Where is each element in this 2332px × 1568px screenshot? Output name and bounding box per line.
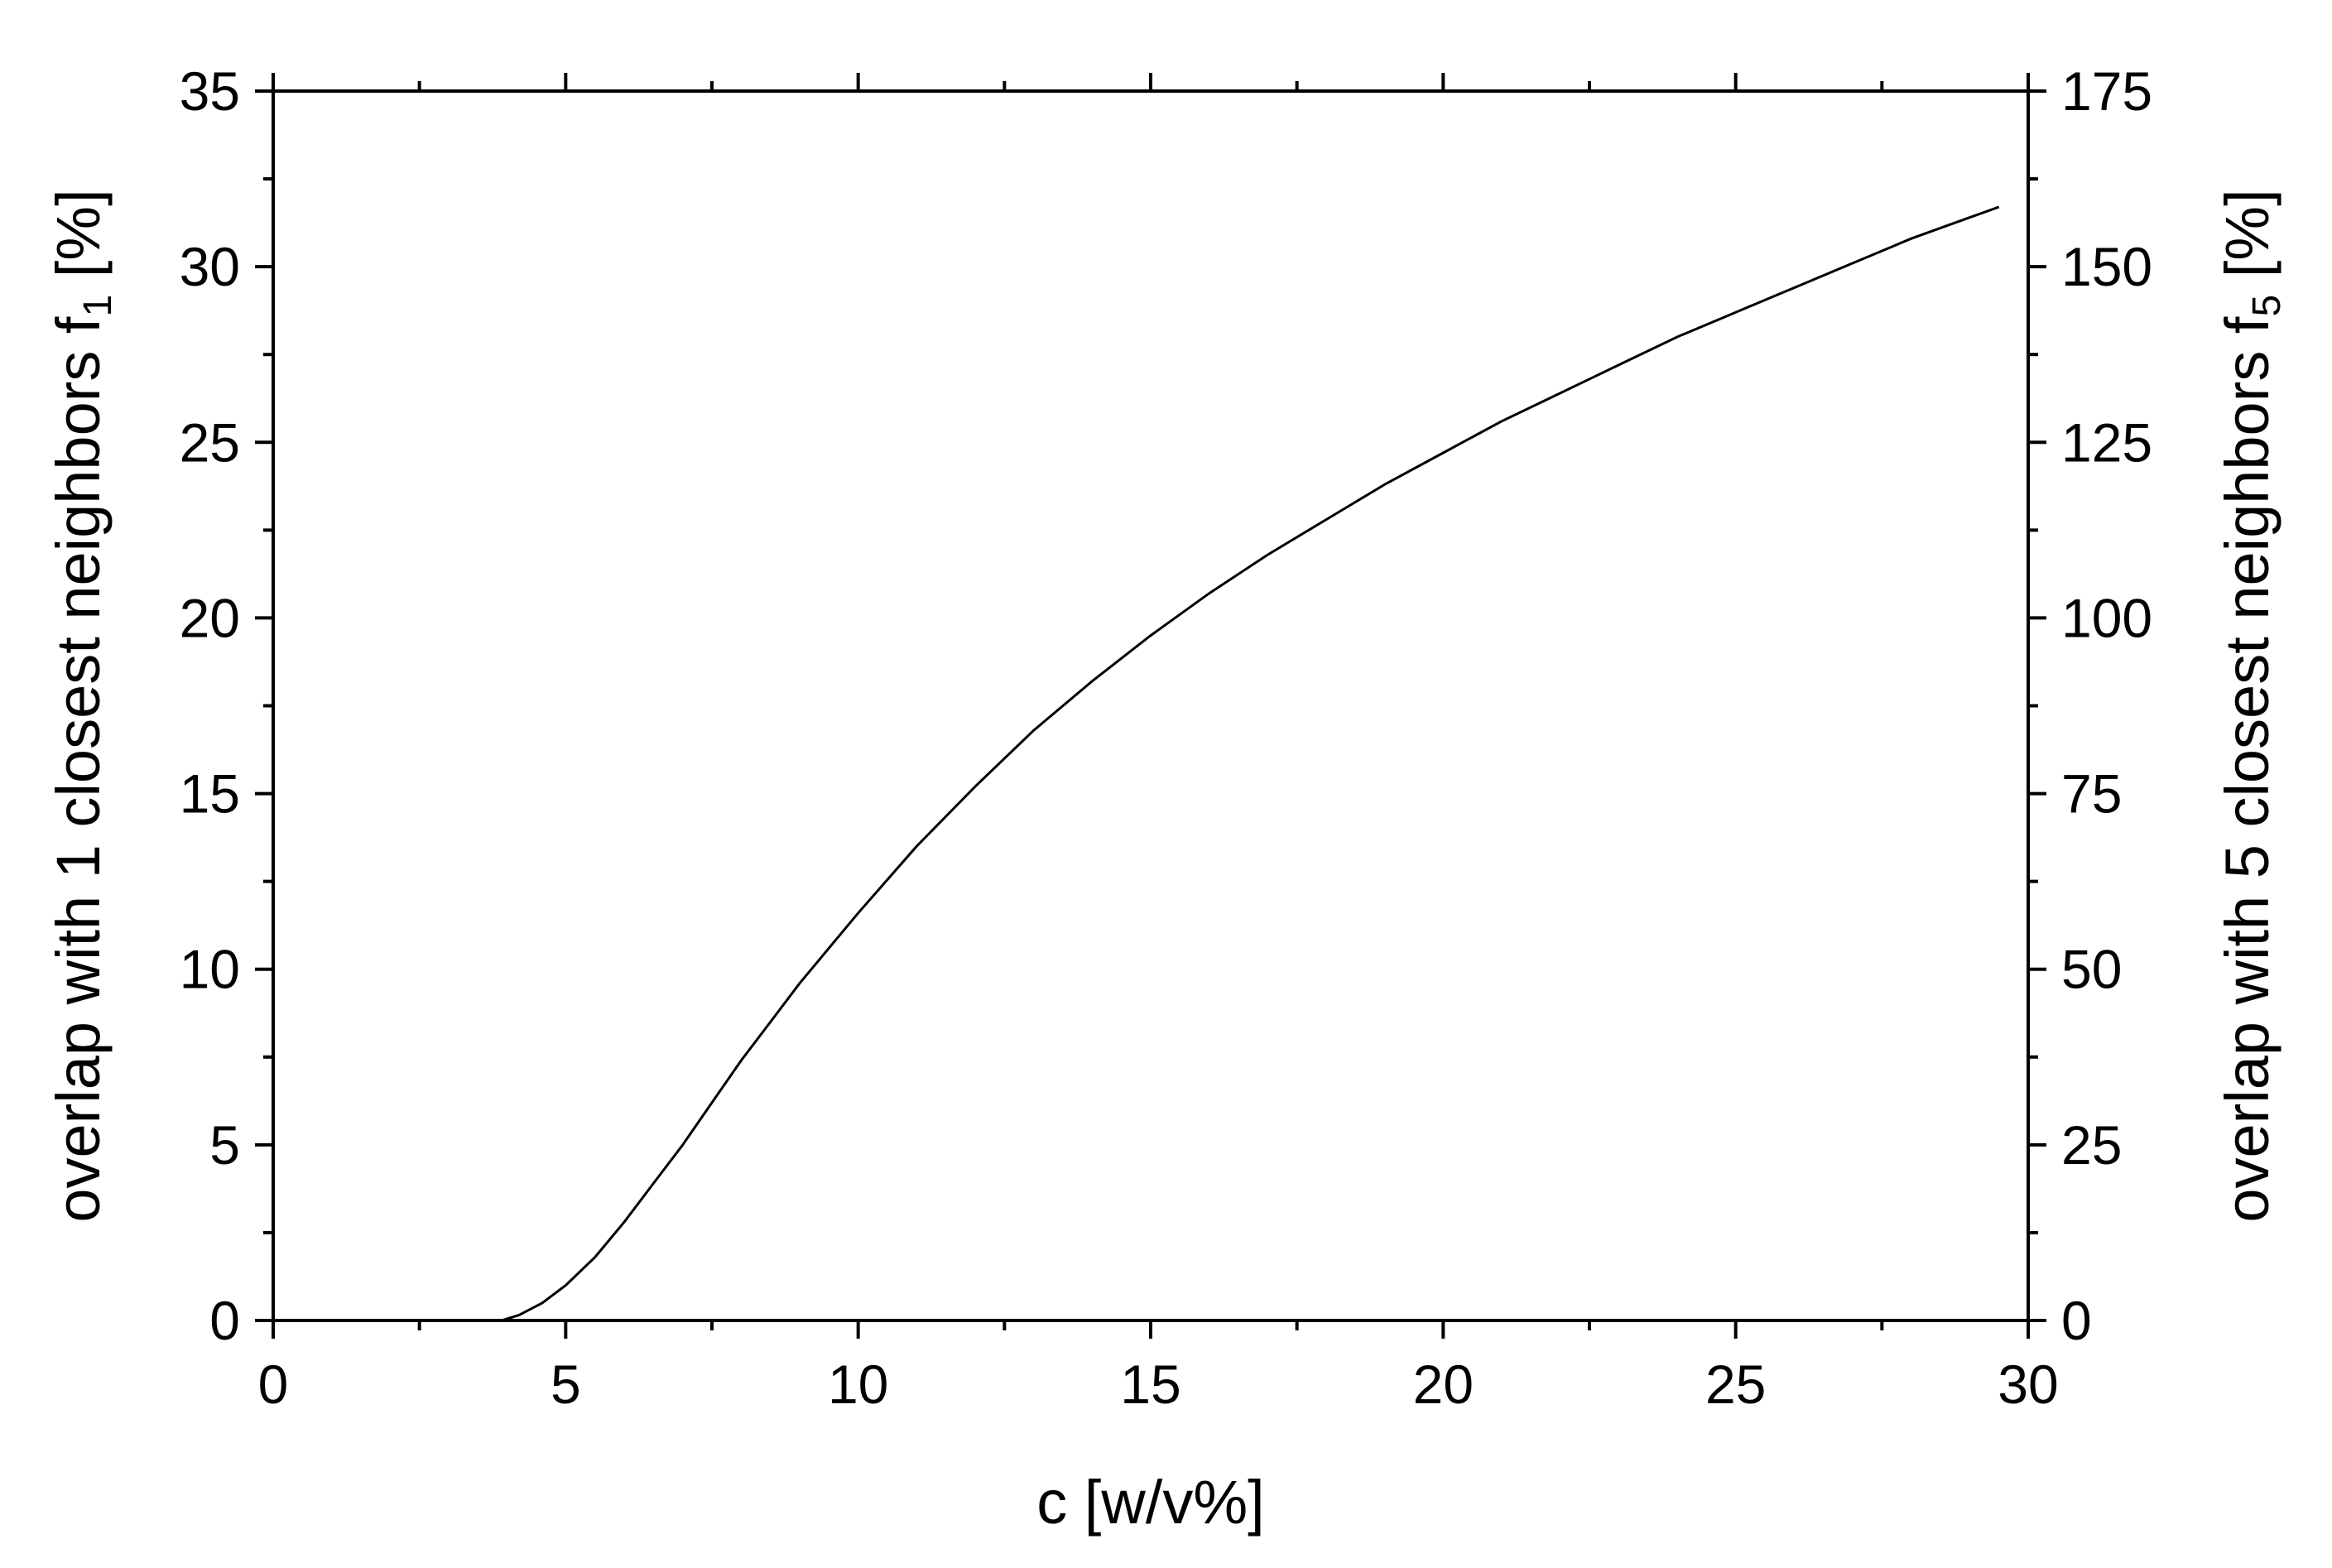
x-tick-label: 30 [1998, 1354, 2058, 1415]
y-tick-label: 5 [209, 1114, 240, 1176]
y2-tick-label: 25 [2061, 1114, 2122, 1176]
y-tick-label: 30 [180, 236, 240, 297]
y2-axis-title: overlap with 5 closest neighbors f5 [%] [2213, 189, 2289, 1222]
x-axis-title: c [w/v%] [1036, 1468, 1264, 1537]
x-tick-label: 20 [1413, 1354, 1474, 1415]
y2-axis-title-main: overlap with 5 closest neighbors f [2213, 316, 2282, 1223]
y-tick-label: 25 [180, 411, 240, 473]
y-tick-label: 35 [180, 60, 240, 122]
plot-frame [272, 89, 2030, 1322]
ticks-layer [255, 73, 2046, 1339]
y-tick-label: 0 [209, 1290, 240, 1351]
y-axis-title: overlap with 1 closest neighbors f1 [%] [44, 189, 120, 1222]
y2-tick-label: 0 [2061, 1290, 2092, 1351]
y2-tick-label: 50 [2061, 939, 2122, 1000]
series-line [273, 205, 2000, 1322]
x-tick-label: 15 [1120, 1354, 1180, 1415]
y2-tick-label: 175 [2061, 60, 2152, 122]
labels-layer: 0 5 10 15 20 25 300510152025303502550751001251… [180, 60, 2153, 1415]
x-tick-label: 5 [551, 1354, 581, 1415]
x-tick-label: 0 [258, 1354, 289, 1415]
y2-tick-label: 100 [2061, 587, 2152, 648]
y-axis-title-unit: [%] [44, 189, 113, 294]
x-tick-label: 10 [828, 1354, 888, 1415]
y-axis-title-main: overlap with 1 closest neighbors f [44, 316, 113, 1223]
y-axis-title-subscript: 1 [76, 295, 120, 317]
y-tick-label: 15 [180, 763, 240, 825]
y2-axis-title-unit: [%] [2213, 189, 2282, 294]
y2-tick-label: 125 [2061, 411, 2152, 473]
x-tick-label: 25 [1705, 1354, 1766, 1415]
y2-axis-title-subscript: 5 [2245, 295, 2289, 317]
y-tick-label: 20 [180, 587, 240, 648]
y2-tick-label: 150 [2061, 236, 2152, 297]
y-tick-label: 10 [180, 939, 240, 1000]
y2-tick-label: 75 [2061, 763, 2122, 825]
